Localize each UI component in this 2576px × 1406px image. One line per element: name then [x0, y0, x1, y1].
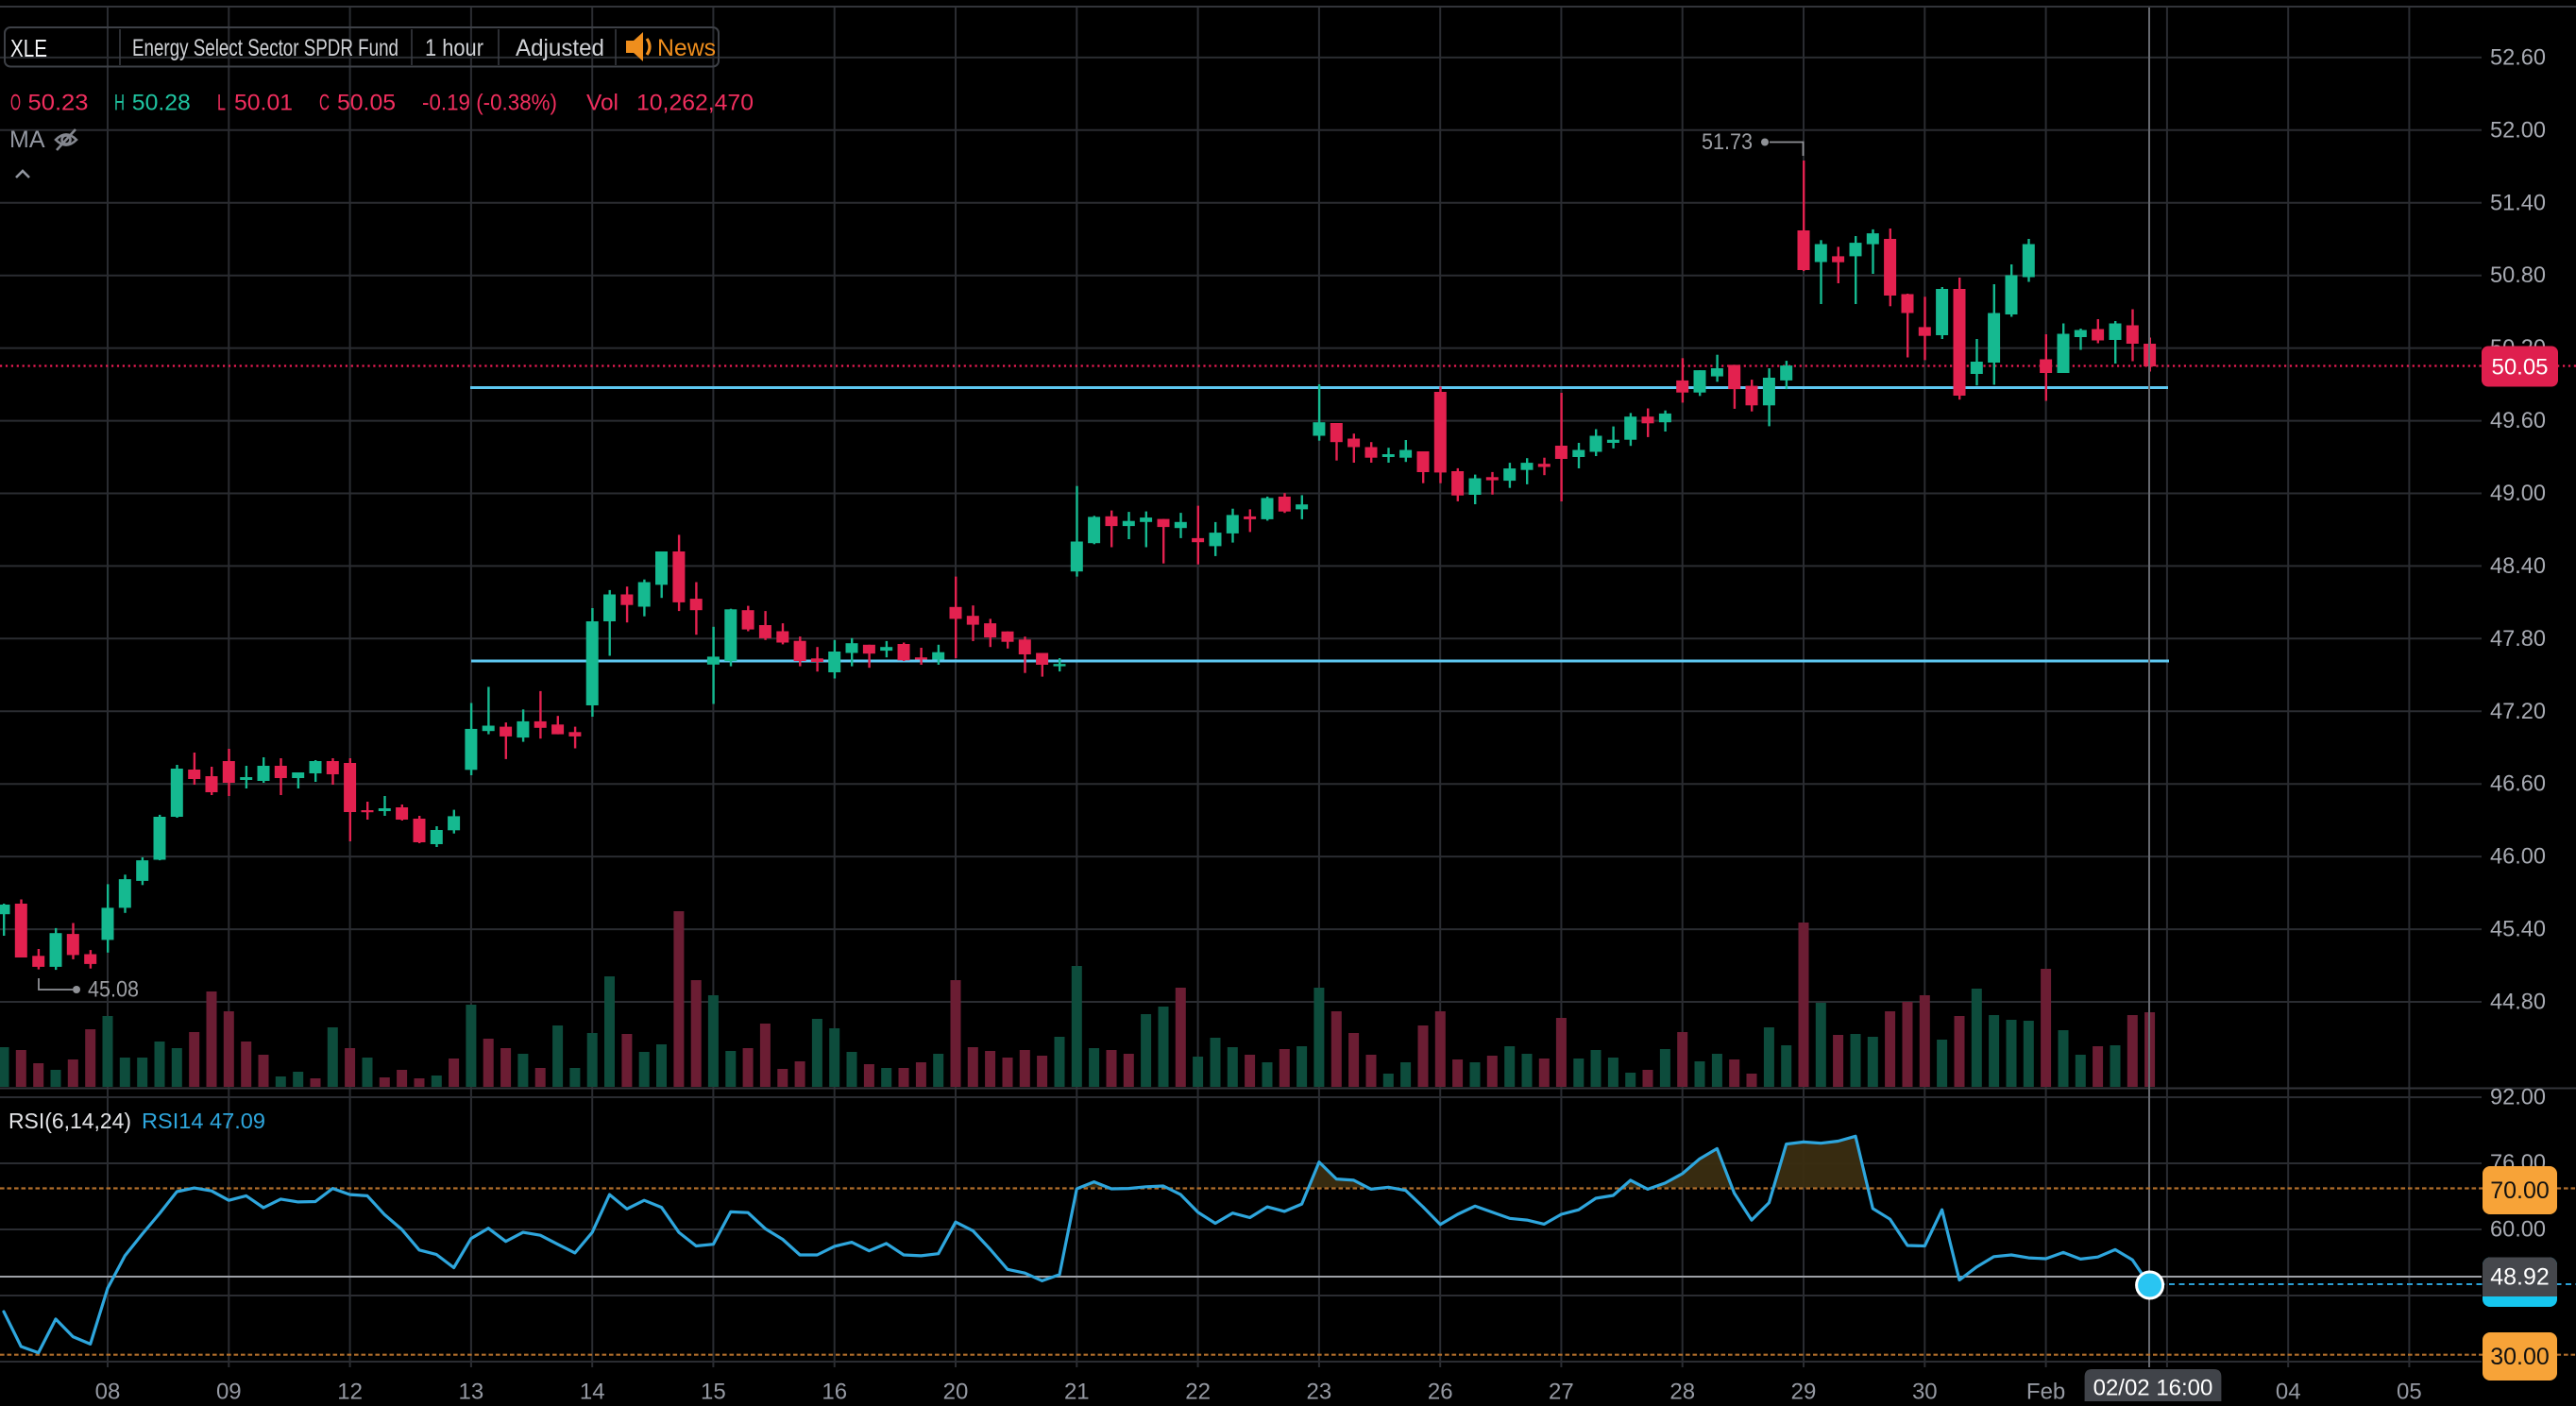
svg-text:H: H	[114, 91, 125, 116]
svg-text:50.28: 50.28	[132, 91, 191, 116]
svg-text:10,262,470: 10,262,470	[636, 91, 754, 116]
svg-text:47.20: 47.20	[2490, 699, 2546, 724]
svg-text:Energy Select Sector SPDR Fund: Energy Select Sector SPDR Fund	[132, 35, 398, 61]
svg-text:12: 12	[337, 1380, 363, 1402]
svg-text:45.40: 45.40	[2490, 917, 2546, 942]
svg-text:52.00: 52.00	[2490, 117, 2546, 143]
svg-text:1 hour: 1 hour	[425, 35, 483, 61]
svg-text:48.92: 48.92	[2490, 1264, 2550, 1291]
svg-text:45.08: 45.08	[88, 977, 139, 1003]
svg-text:46.60: 46.60	[2490, 771, 2546, 797]
svg-text:50.23: 50.23	[28, 91, 89, 116]
svg-text:O: O	[10, 91, 21, 116]
svg-text:13: 13	[459, 1380, 484, 1402]
svg-text:RSI14 47.09: RSI14 47.09	[142, 1109, 265, 1133]
svg-text:60.00: 60.00	[2490, 1217, 2546, 1243]
svg-text:27: 27	[1549, 1380, 1574, 1402]
svg-text:50.80: 50.80	[2490, 263, 2546, 288]
svg-text:48.40: 48.40	[2490, 553, 2546, 579]
svg-text:C: C	[319, 91, 330, 116]
svg-text:09: 09	[216, 1380, 242, 1402]
svg-text:Feb: Feb	[2026, 1380, 2065, 1402]
svg-text:05: 05	[2397, 1380, 2422, 1402]
svg-text:28: 28	[1669, 1380, 1695, 1402]
svg-text:92.00: 92.00	[2490, 1085, 2546, 1110]
svg-text:Adjusted: Adjusted	[516, 35, 604, 61]
svg-text:49.00: 49.00	[2490, 481, 2546, 506]
svg-text:15: 15	[701, 1380, 726, 1402]
svg-text:16: 16	[822, 1380, 847, 1402]
svg-text:50.05: 50.05	[2491, 355, 2548, 381]
svg-text:22: 22	[1185, 1380, 1211, 1402]
svg-text:XLE: XLE	[10, 34, 47, 62]
svg-text:23: 23	[1307, 1380, 1332, 1402]
svg-text:Vol: Vol	[586, 91, 619, 116]
svg-text:RSI(6,14,24): RSI(6,14,24)	[8, 1109, 131, 1133]
svg-text:30.00: 30.00	[2490, 1344, 2550, 1370]
svg-text:50.05: 50.05	[337, 91, 396, 116]
svg-text:News: News	[657, 35, 716, 61]
svg-text:49.60: 49.60	[2490, 408, 2546, 433]
svg-text:20: 20	[943, 1380, 969, 1402]
svg-text:52.60: 52.60	[2490, 44, 2546, 70]
svg-text:04: 04	[2276, 1380, 2301, 1402]
svg-text:02/02 16:00: 02/02 16:00	[2093, 1376, 2213, 1401]
svg-text:-0.19 (-0.38%): -0.19 (-0.38%)	[422, 91, 557, 116]
svg-text:46.00: 46.00	[2490, 844, 2546, 870]
svg-text:21: 21	[1064, 1380, 1090, 1402]
svg-text:50.01: 50.01	[234, 91, 293, 116]
svg-text:14: 14	[580, 1380, 605, 1402]
svg-text:51.40: 51.40	[2490, 190, 2546, 215]
svg-text:29: 29	[1791, 1380, 1817, 1402]
svg-text:51.73: 51.73	[1702, 129, 1753, 155]
svg-text:MA: MA	[9, 127, 45, 153]
svg-text:44.80: 44.80	[2490, 990, 2546, 1015]
svg-text:47.80: 47.80	[2490, 626, 2546, 652]
svg-text:08: 08	[95, 1380, 121, 1402]
svg-text:L: L	[217, 91, 226, 116]
svg-text:30: 30	[1912, 1380, 1938, 1402]
svg-text:70.00: 70.00	[2490, 1177, 2550, 1204]
svg-text:26: 26	[1428, 1380, 1453, 1402]
